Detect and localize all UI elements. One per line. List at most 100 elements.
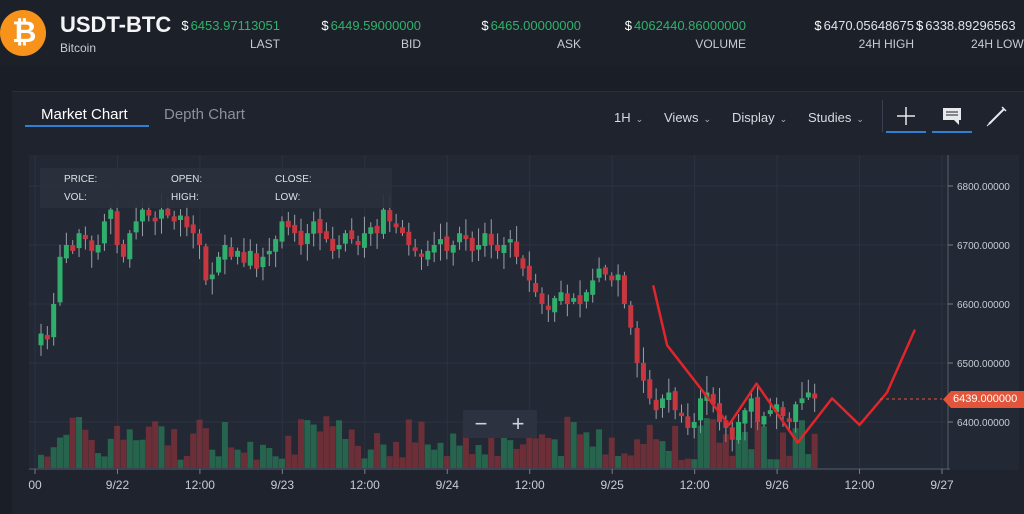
comment-button[interactable] xyxy=(930,100,974,133)
candle-body xyxy=(812,393,818,399)
candle-body xyxy=(666,392,672,401)
candle-body xyxy=(279,221,285,242)
candle-body xyxy=(247,250,253,266)
active-tab-indicator xyxy=(25,125,149,127)
volume-bar xyxy=(228,447,235,468)
candle-body xyxy=(748,398,754,412)
candle-body xyxy=(590,280,596,295)
volume-bar xyxy=(253,459,260,468)
candle-body xyxy=(368,227,374,234)
candle-body xyxy=(488,233,494,245)
candle-body xyxy=(602,267,608,275)
candle-body xyxy=(374,225,380,234)
volume-bar xyxy=(634,439,641,468)
pencil-button[interactable] xyxy=(975,100,1019,130)
stat-bid: $6449.59000000 BID xyxy=(321,18,421,51)
candle-body xyxy=(539,293,545,304)
candle-body xyxy=(482,233,488,246)
x-tick-label: 12:00 xyxy=(680,478,710,492)
volume-bar xyxy=(583,432,590,468)
volume-bar xyxy=(646,424,653,468)
candle-body xyxy=(679,412,685,417)
zoom-in-button[interactable]: + xyxy=(511,411,525,436)
display-dropdown[interactable]: Display ⌄ xyxy=(732,110,788,125)
candle-body xyxy=(742,410,748,424)
volume-bar xyxy=(779,432,786,468)
crosshair-button[interactable] xyxy=(884,100,928,133)
volume-bar xyxy=(196,419,203,468)
candle-body xyxy=(685,416,691,428)
volume-bar xyxy=(678,459,685,468)
candle-body xyxy=(406,231,412,245)
info-high: HIGH: xyxy=(171,192,199,203)
pair-title: USDT-BTC xyxy=(60,12,172,37)
volume-bar xyxy=(577,434,584,468)
volume-bar xyxy=(202,428,209,468)
volume-bar xyxy=(640,443,647,468)
candle-body xyxy=(615,274,621,281)
candle-body xyxy=(349,230,355,240)
stat-24h-high: $6470.05648675 24H HIGH xyxy=(814,18,914,51)
candle-body xyxy=(412,247,418,251)
y-tick-label: 6500.00000 xyxy=(957,359,1010,370)
candle-body xyxy=(780,407,786,417)
comment-icon xyxy=(943,108,961,125)
candle-body xyxy=(399,227,405,234)
candle-body xyxy=(292,224,298,234)
volume-bar xyxy=(361,458,368,468)
tab-depth-chart[interactable]: Depth Chart xyxy=(164,106,245,123)
views-dropdown[interactable]: Views ⌄ xyxy=(664,110,711,125)
candle-body xyxy=(44,335,50,340)
volume-bar xyxy=(443,456,450,468)
candle-body xyxy=(634,328,640,363)
volume-bar xyxy=(710,419,717,468)
volume-bar xyxy=(183,455,190,468)
studies-dropdown[interactable]: Studies ⌄ xyxy=(808,110,864,125)
candle-body xyxy=(438,239,444,245)
volume-bar xyxy=(481,454,488,468)
volume-bar xyxy=(621,453,628,468)
candle-body xyxy=(596,268,602,278)
candle-body xyxy=(476,245,482,250)
volume-bar xyxy=(399,457,406,468)
volume-bar xyxy=(88,439,95,468)
info-close: CLOSE: xyxy=(275,174,312,185)
candle-body xyxy=(698,398,704,421)
candle-body xyxy=(139,209,145,222)
ohlc-info-box xyxy=(40,168,392,208)
candle-body xyxy=(197,233,203,245)
volume-bar xyxy=(684,458,691,468)
candle-body xyxy=(514,241,520,257)
volume-bar xyxy=(133,440,140,468)
volume-bar xyxy=(564,416,571,468)
volume-bar xyxy=(716,442,723,468)
zoom-out-button[interactable]: − xyxy=(474,411,488,436)
candle-body xyxy=(647,379,653,399)
ticker-header: ₿ USDT-BTC Bitcoin $6453.97113051 LAST $… xyxy=(0,0,1024,66)
volume-bar xyxy=(405,419,412,468)
tab-market-chart[interactable]: Market Chart xyxy=(41,106,128,123)
volume-bar xyxy=(760,426,767,468)
candle-body xyxy=(609,275,615,281)
info-vol: VOL: xyxy=(64,192,87,203)
volume-bar xyxy=(545,437,552,468)
volume-bar xyxy=(342,438,349,468)
volume-bar xyxy=(729,455,736,468)
volume-bar xyxy=(38,454,44,468)
volume-bar xyxy=(437,442,444,468)
candle-body xyxy=(761,416,767,425)
volume-bar xyxy=(215,456,222,468)
candle-body xyxy=(241,252,247,263)
candle-body xyxy=(266,250,272,255)
candle-body xyxy=(228,247,234,257)
y-tick-label: 6400.00000 xyxy=(957,418,1010,429)
stat-ask: $6465.00000000 ASK xyxy=(481,18,581,51)
candle-body xyxy=(254,253,260,269)
volume-bar xyxy=(298,419,305,468)
interval-dropdown[interactable]: 1H ⌄ xyxy=(614,110,644,125)
volume-bar xyxy=(551,439,558,468)
candle-body xyxy=(171,216,177,222)
candle-body xyxy=(583,292,589,302)
volume-bar xyxy=(374,433,381,468)
